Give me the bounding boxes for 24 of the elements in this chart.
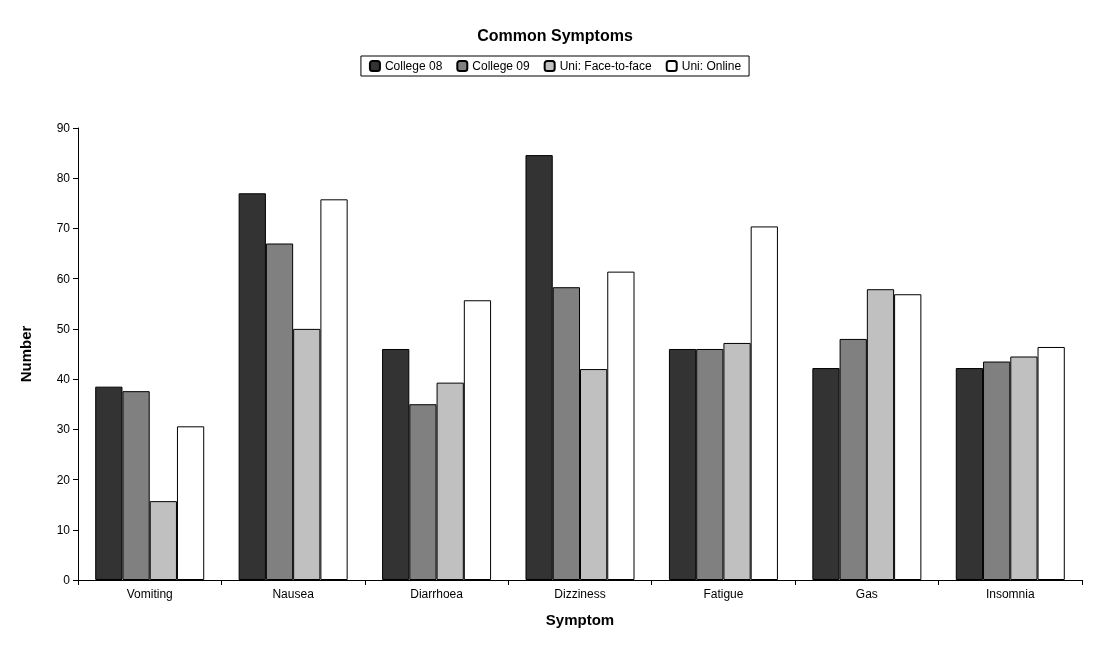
y-tick-label: 50: [56, 321, 71, 336]
x-tick-label: Dizziness: [554, 587, 606, 601]
x-tick-label: Diarrhoea: [410, 587, 464, 601]
legend-label: Uni: Online: [681, 59, 742, 73]
y-tick-label: 10: [56, 522, 71, 537]
y-tick-label: 90: [56, 121, 71, 135]
legend-label: College 08: [384, 59, 443, 73]
x-tick-label: Fatigue: [703, 587, 744, 601]
y-tick-label: 20: [56, 472, 71, 487]
y-axis-title: Number: [17, 325, 34, 383]
legend-label: College 09: [472, 59, 530, 73]
y-tick-label: 60: [56, 271, 71, 286]
y-tick-label: 40: [56, 372, 71, 387]
y-tick-label: 30: [56, 422, 71, 437]
legend-label: Uni: Face-to-face: [559, 59, 653, 73]
y-tick-label: 70: [56, 221, 71, 236]
x-tick-label: Nausea: [272, 587, 315, 601]
y-tick-label: 0: [63, 573, 71, 587]
y-tick-label: 80: [56, 171, 71, 186]
chart-title: Common Symptoms: [477, 26, 633, 44]
x-tick-label: Vomiting: [126, 587, 173, 601]
x-axis-title: Symptom: [545, 611, 615, 628]
x-tick-label: Gas: [855, 587, 878, 601]
x-tick-label: Insomnia: [985, 587, 1035, 601]
